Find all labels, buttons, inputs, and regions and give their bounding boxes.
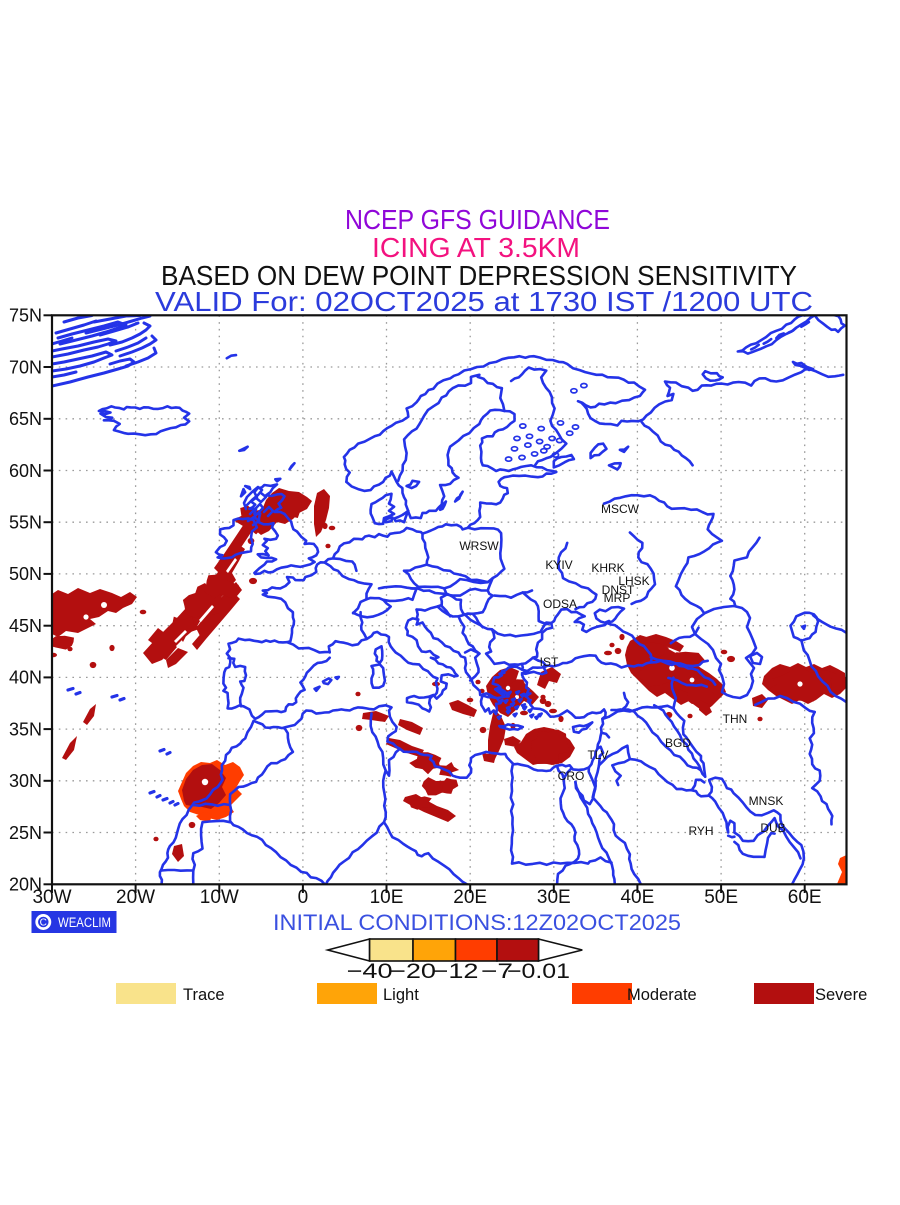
svg-text:ICING AT 3.5KM: ICING AT 3.5KM [372,232,580,263]
svg-text:INITIAL CONDITIONS:12Z02OCT202: INITIAL CONDITIONS:12Z02OCT2025 [273,910,681,935]
svg-text:35N: 35N [9,719,42,739]
svg-text:50E: 50E [704,887,738,908]
svg-text:60N: 60N [9,461,42,481]
svg-text:ODSA: ODSA [543,597,577,611]
svg-text:Light: Light [383,986,419,1004]
svg-text:C: C [40,918,47,929]
svg-text:0: 0 [298,887,309,908]
svg-text:IST: IST [540,655,559,669]
svg-text:40N: 40N [9,668,42,688]
svg-text:DNST: DNST [602,583,635,597]
svg-text:THN: THN [723,712,748,726]
svg-text:25N: 25N [9,823,42,843]
svg-text:20E: 20E [453,887,487,908]
svg-text:70N: 70N [9,357,42,377]
svg-text:65N: 65N [9,409,42,429]
svg-text:−0.01: −0.01 [507,960,570,983]
svg-text:Severe: Severe [815,986,867,1004]
svg-text:50N: 50N [9,564,42,584]
svg-text:10E: 10E [370,887,404,908]
svg-text:MSCW: MSCW [601,502,640,516]
svg-text:30W: 30W [32,887,71,908]
svg-text:WRSW: WRSW [459,539,499,553]
svg-text:WEACLIM: WEACLIM [58,915,111,930]
svg-text:KYIV: KYIV [545,558,572,572]
svg-text:BASED ON DEW POINT DEPRESSION: BASED ON DEW POINT DEPRESSION SENSITIVIT… [161,260,797,291]
svg-text:NCEP GFS GUIDANCE: NCEP GFS GUIDANCE [345,204,610,235]
svg-text:30E: 30E [537,887,571,908]
svg-text:10W: 10W [200,887,239,908]
svg-text:55N: 55N [9,513,42,533]
svg-text:Trace: Trace [183,986,225,1004]
svg-text:CRO: CRO [558,769,585,783]
svg-text:Moderate: Moderate [627,986,697,1004]
svg-text:60E: 60E [788,887,822,908]
svg-text:−40: −40 [347,960,393,983]
svg-text:20W: 20W [116,887,155,908]
svg-text:KHRK: KHRK [591,561,624,575]
svg-text:20N: 20N [9,875,42,895]
svg-text:30N: 30N [9,771,42,791]
svg-text:MRP: MRP [604,591,631,605]
svg-text:75N: 75N [9,306,42,326]
svg-text:DUB: DUB [760,821,785,835]
svg-text:45N: 45N [9,616,42,636]
svg-text:−12: −12 [433,960,479,983]
svg-text:MNSK: MNSK [749,794,784,808]
svg-text:LHSK: LHSK [618,574,649,588]
svg-text:BGD: BGD [665,736,691,750]
svg-text:40E: 40E [620,887,654,908]
svg-text:−20: −20 [390,960,436,983]
svg-text:TLV: TLV [587,748,608,762]
svg-text:RYH: RYH [688,824,713,838]
svg-text:−7: −7 [481,960,513,983]
svg-text:VALID For: 02OCT2025 at 1730 I: VALID For: 02OCT2025 at 1730 IST /1200 U… [155,286,813,317]
